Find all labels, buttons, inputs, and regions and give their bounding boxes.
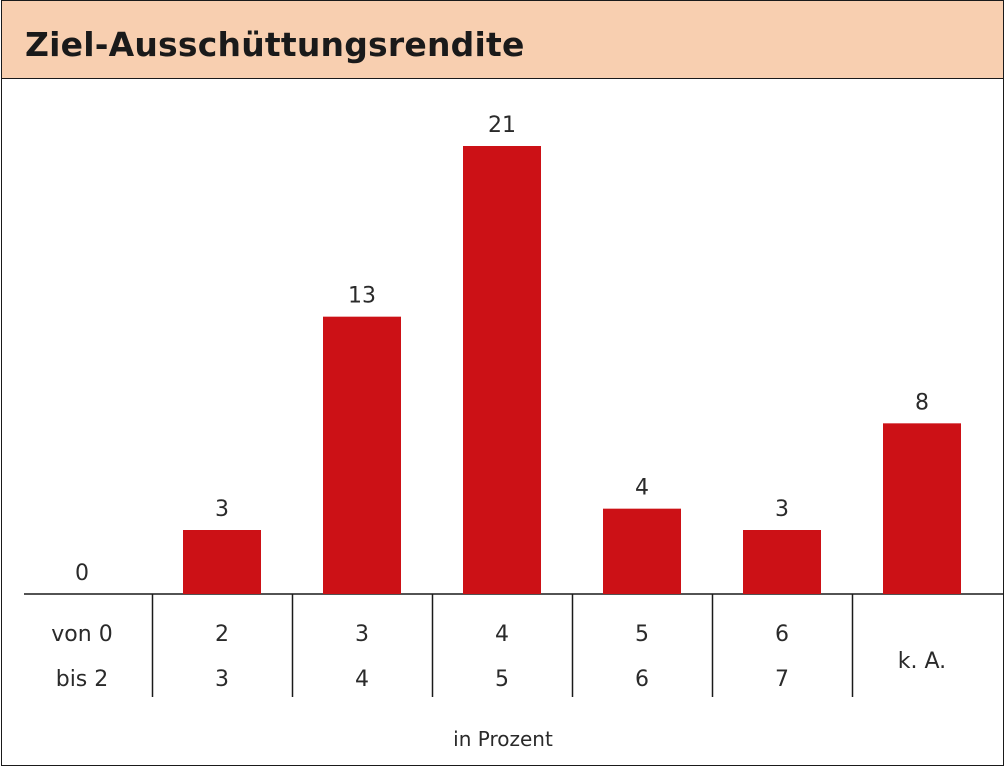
x-axis-label: in Prozent [453,727,553,751]
bar [603,508,681,594]
tick-label: 4 [495,622,509,647]
data-label: 3 [215,497,229,522]
tick-label: 6 [635,667,649,692]
chart-header: Ziel-Ausschüttungsrendite [2,1,1003,79]
chart-title: Ziel-Ausschüttungsrendite [25,25,525,64]
tick-label: 7 [775,667,789,692]
data-label: 3 [775,497,789,522]
tick-label: bis 2 [56,667,109,692]
data-label: 0 [75,561,89,586]
bar [463,146,541,594]
tick-label: 6 [775,622,789,647]
bar [883,423,961,594]
bar [323,316,401,594]
data-label: 13 [348,284,376,309]
tick-label: 5 [495,667,509,692]
tick-label: 2 [215,622,229,647]
tick-label: k. A. [898,649,946,674]
data-label: 21 [488,113,516,138]
tick-label: 3 [215,667,229,692]
tick-label: 3 [355,622,369,647]
tick-label: 4 [355,667,369,692]
data-label: 4 [635,476,649,501]
tick-label: von 0 [51,622,112,647]
bar [183,530,261,594]
tick-label: 5 [635,622,649,647]
bar [743,530,821,594]
data-label: 8 [915,390,929,415]
